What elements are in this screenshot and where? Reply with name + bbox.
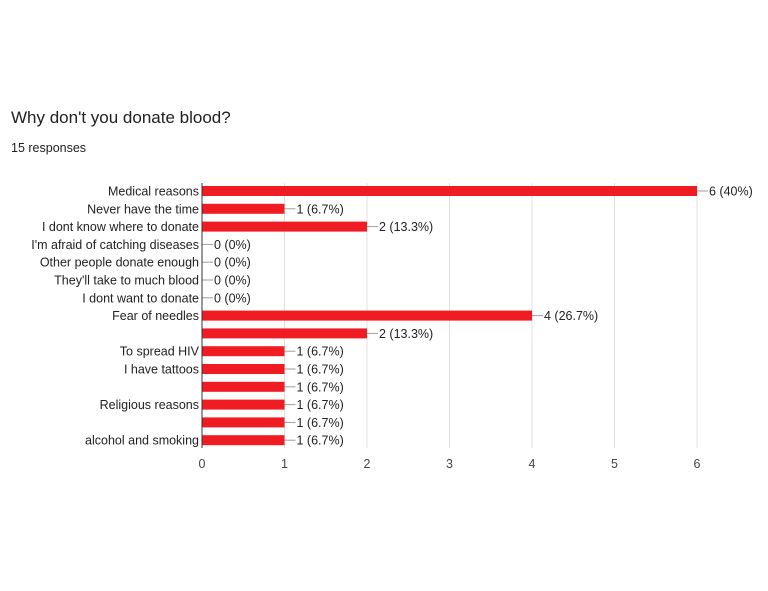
category-label: alcohol and smoking bbox=[85, 434, 199, 448]
category-label: I dont know where to donate bbox=[42, 220, 199, 234]
category-label: I have tattoos bbox=[124, 363, 199, 377]
data-label: 0 (0%) bbox=[214, 274, 251, 288]
data-label: 1 (6.7%) bbox=[297, 434, 344, 448]
bar bbox=[202, 221, 367, 232]
bar bbox=[202, 328, 367, 339]
data-label: 0 (0%) bbox=[214, 256, 251, 270]
category-label: Never have the time bbox=[87, 202, 199, 216]
bar bbox=[202, 346, 285, 357]
x-tick-label: 6 bbox=[694, 457, 701, 471]
category-label: Other people donate enough bbox=[40, 256, 199, 270]
bar bbox=[202, 417, 285, 428]
bar bbox=[202, 186, 697, 196]
category-label: Medical reasons bbox=[108, 185, 199, 199]
category-label: I dont want to donate bbox=[82, 291, 199, 305]
data-label: 1 (6.7%) bbox=[297, 363, 344, 377]
data-label: 1 (6.7%) bbox=[297, 398, 344, 412]
x-tick-label: 1 bbox=[281, 457, 288, 471]
x-tick-label: 0 bbox=[199, 457, 206, 471]
data-label: 1 (6.7%) bbox=[297, 202, 344, 216]
x-tick-label: 5 bbox=[611, 457, 618, 471]
data-label: 0 (0%) bbox=[214, 291, 251, 305]
x-tick-label: 3 bbox=[446, 457, 453, 471]
data-label: 6 (40%) bbox=[709, 185, 753, 199]
category-label: Fear of needles bbox=[112, 309, 199, 323]
data-label: 1 (6.7%) bbox=[297, 380, 344, 394]
bar bbox=[202, 399, 285, 410]
data-label: 1 (6.7%) bbox=[297, 416, 344, 430]
x-tick-label: 2 bbox=[364, 457, 371, 471]
chart-title: Why don't you donate blood? bbox=[11, 108, 231, 127]
response-count: 15 responses bbox=[11, 141, 87, 155]
data-label: 2 (13.3%) bbox=[379, 327, 433, 341]
category-label: I'm afraid of catching diseases bbox=[31, 238, 199, 252]
category-label: They'll take to much blood bbox=[54, 274, 199, 288]
bar bbox=[202, 381, 285, 392]
category-label: Religious reasons bbox=[100, 398, 199, 412]
category-label: To spread HIV bbox=[120, 345, 200, 359]
data-label: 1 (6.7%) bbox=[297, 345, 344, 359]
data-label: 4 (26.7%) bbox=[544, 309, 598, 323]
bar bbox=[202, 310, 532, 321]
bar bbox=[202, 435, 285, 446]
data-label: 2 (13.3%) bbox=[379, 220, 433, 234]
bar bbox=[202, 364, 285, 374]
data-label: 0 (0%) bbox=[214, 238, 251, 252]
bar bbox=[202, 203, 285, 214]
x-tick-label: 4 bbox=[529, 457, 536, 471]
